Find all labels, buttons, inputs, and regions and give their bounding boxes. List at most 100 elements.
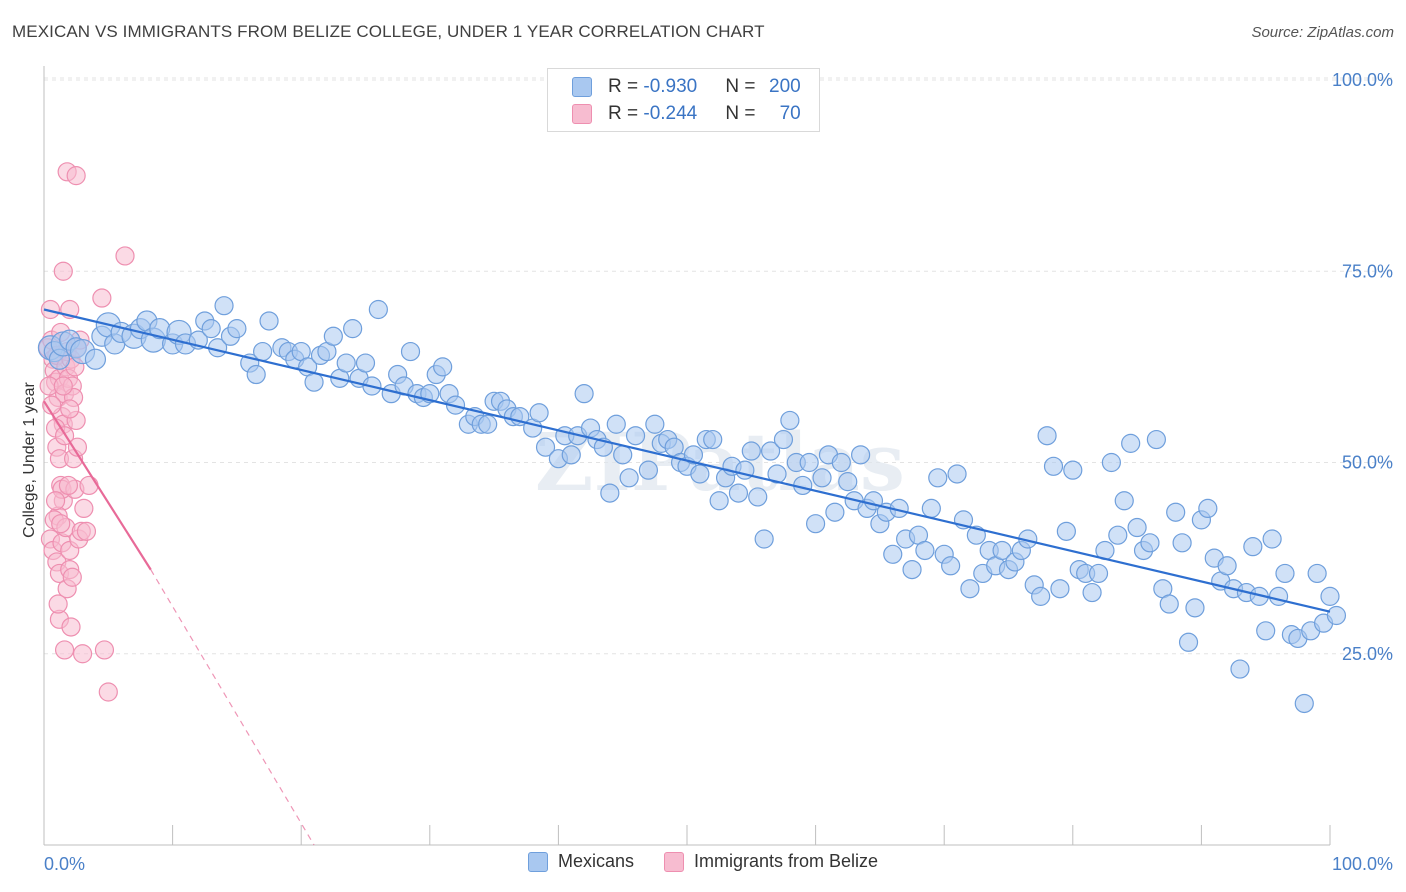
mexicans-point [1262,529,1282,549]
y-tick-label: 100.0% [1332,70,1393,90]
legend-n-label: N = [725,103,761,124]
legend-label-mexicans: Mexicans [557,851,634,871]
mexicans-point [613,445,633,465]
legend-swatch-mexicans [527,851,548,872]
mexicans-point [760,441,781,461]
mexicans-point [1268,586,1289,606]
mexicans-point [728,483,749,503]
legend-row-belize: R = -0.244 N = 70 [572,102,801,126]
legend-r-value: -0.930 [643,76,698,97]
belize-point [79,475,99,496]
mexicans-point [915,540,935,561]
mexicans-trend-line [43,308,1331,613]
mexicans-point [619,468,639,488]
legend-item-belize[interactable]: Immigrants from Belize [663,851,879,872]
mexicans-point [1101,452,1121,473]
mexicans-point [741,441,761,461]
belize-point [54,640,75,660]
belize-point [60,399,80,419]
mexicans-point [343,319,363,339]
belize-point [51,514,71,534]
mexicans-point [246,364,266,385]
belize-point [61,617,81,637]
belize-point [74,498,94,518]
legend-r-label: R = [608,76,644,97]
x-tick-label: 100.0% [1332,854,1393,874]
mexicans-point [323,326,343,346]
mexicans-point [1185,598,1205,618]
mexicans-point [1198,498,1218,518]
series-legend: Mexicans Immigrants from Belize [0,851,1406,872]
mexicans-point [921,498,941,518]
belize-point [53,261,73,281]
mexicans-point [259,311,279,331]
mexicans-point [928,468,948,488]
mexicans-point [625,426,646,446]
x-tick-label: 0.0% [44,854,85,874]
legend-r-label: R = [608,103,644,124]
mexicans-point [1082,582,1102,603]
legend-swatch-belize [663,851,684,872]
mexicans-point [1043,456,1064,476]
belize-point [76,521,97,541]
belize-point [66,166,86,186]
mexicans-point [1159,594,1179,614]
mexicans-point [227,319,247,339]
belize-point [72,644,93,664]
belize-point [94,640,115,660]
legend-label-belize: Immigrants from Belize [693,851,879,871]
legend-swatch-pink [572,104,592,124]
legend-n-value: 200 [769,76,801,97]
mexicans-point [1178,632,1199,652]
mexicans-point [825,502,845,522]
mexicans-point [529,403,549,423]
mexicans-point [1256,621,1276,641]
mexicans-point [941,556,961,576]
mexicans-point [831,452,851,473]
belize-point [92,288,112,308]
mexicans-point [799,452,819,473]
y-tick-labels: 25.0% 50.0% 75.0% 100.0% [1332,70,1393,664]
belize-point [67,437,88,457]
mexicans-point [400,341,421,362]
legend-row-mexicans: R = -0.930 N = 200 [572,75,801,99]
mexicans-point [201,319,221,339]
mexicans-point [368,299,388,320]
belize-point [115,246,135,266]
legend-item-mexicans[interactable]: Mexicans [527,851,634,872]
mexicans-point [812,468,832,488]
mexicans-point [1172,533,1192,553]
axes [43,66,1331,846]
belize-point [98,682,118,702]
belize-point [62,567,82,587]
mexicans-point [1121,433,1141,453]
mexicans-point [883,544,903,564]
belize-point [58,475,79,496]
mexicans-point [1108,525,1128,545]
mexicans-point [1063,460,1083,480]
mexicans-point [561,445,581,465]
mexicans-point [638,460,659,480]
mexicans-point [767,464,787,484]
mexicans-point [214,296,234,316]
mexicans-point [748,487,768,507]
mexicans-point [336,353,356,373]
x-tick-labels: 0.0% 100.0% [44,854,1393,874]
mexicans-point [1243,537,1263,557]
mexicans-point [574,384,594,404]
mexicans-point [1230,659,1250,679]
mexicans-point [709,491,729,511]
mexicans-point [1056,521,1076,541]
y-tick-label: 50.0% [1342,453,1393,473]
mexicans-point [1294,693,1314,714]
belize-trend-line [43,400,152,571]
mexicans-point [754,529,774,549]
mexicans-point [838,472,858,492]
belize-point [53,376,73,396]
mexicans-point [805,514,826,534]
mexicans-point [84,348,107,370]
mexicans-point [992,540,1012,561]
mexicans-point [683,445,704,465]
chart-title: MEXICAN VS IMMIGRANTS FROM BELIZE COLLEG… [12,22,765,41]
